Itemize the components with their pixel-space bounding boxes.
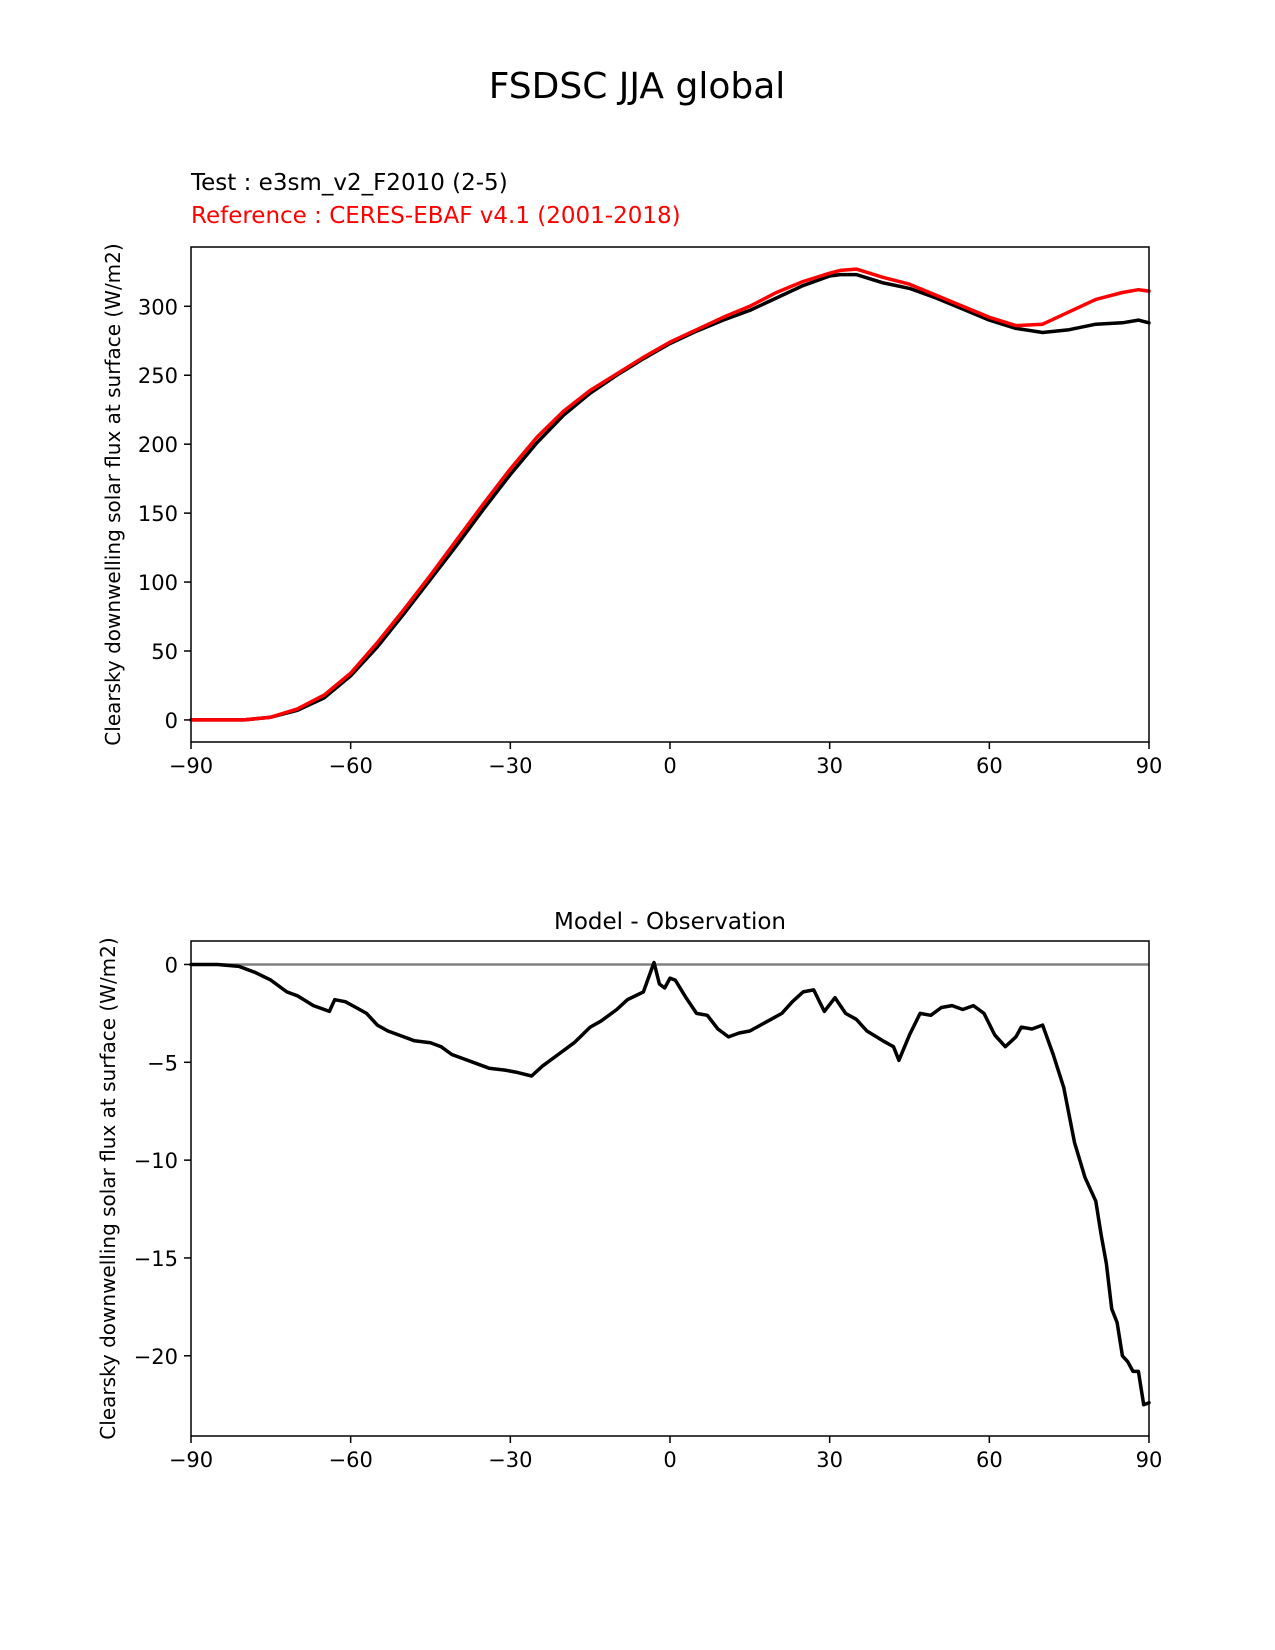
y-axis-label: Clearsky downwelling solar flux at surfa…	[101, 243, 125, 745]
y-tick-label: 200	[138, 433, 178, 457]
x-tick-label: 60	[976, 754, 1003, 778]
difference-series-line	[189, 960, 1151, 1407]
top-panel: −90 −60 −30 0 30 60 90 0 50 100 150 200 250 300 Clears…	[101, 243, 1162, 778]
x-tick-label: −30	[488, 754, 532, 778]
x-tick-label: −30	[488, 1448, 532, 1472]
y-tick-label: 250	[138, 364, 178, 388]
x-tick-label: 0	[663, 1448, 676, 1472]
x-tick-label: −90	[169, 754, 213, 778]
x-tick-label: −90	[169, 1448, 213, 1472]
reference-label: Reference : CERES-EBAF v4.1 (2001-2018)	[191, 203, 681, 229]
y-tick-label: 300	[138, 295, 178, 319]
x-tick-label: 0	[663, 754, 676, 778]
y-tick-label: −10	[134, 1149, 178, 1173]
x-tick-label: 90	[1136, 1448, 1163, 1472]
y-tick-label: 50	[151, 640, 178, 664]
x-tick-label: −60	[329, 1448, 373, 1472]
y-tick-label: 150	[138, 502, 178, 526]
axes-frame	[190, 940, 1150, 1437]
y-tick-label: −15	[134, 1247, 178, 1271]
y-axis-label: Clearsky downwelling solar flux at surfa…	[96, 937, 120, 1439]
test-label: Test : e3sm_v2_F2010 (2-5)	[190, 170, 508, 196]
x-tick-label: 30	[816, 754, 843, 778]
y-tick-label: −5	[147, 1051, 178, 1075]
panel-title: Model - Observation	[554, 909, 786, 935]
y-tick-label: 0	[165, 709, 178, 733]
x-tick-label: −60	[329, 754, 373, 778]
figure-title: FSDSC JJA global	[489, 66, 786, 107]
y-tick-label: 100	[138, 571, 178, 595]
difference-panel: Model - Observation −90 −60 −30 0 30 60 90 0 −5 −1…	[96, 909, 1162, 1472]
x-tick-label: 60	[976, 1448, 1003, 1472]
x-tick-label: 90	[1136, 754, 1163, 778]
y-tick-label: 0	[165, 953, 178, 977]
reference-series-line	[189, 267, 1151, 722]
x-tick-label: 30	[816, 1448, 843, 1472]
y-tick-label: −20	[134, 1345, 178, 1369]
